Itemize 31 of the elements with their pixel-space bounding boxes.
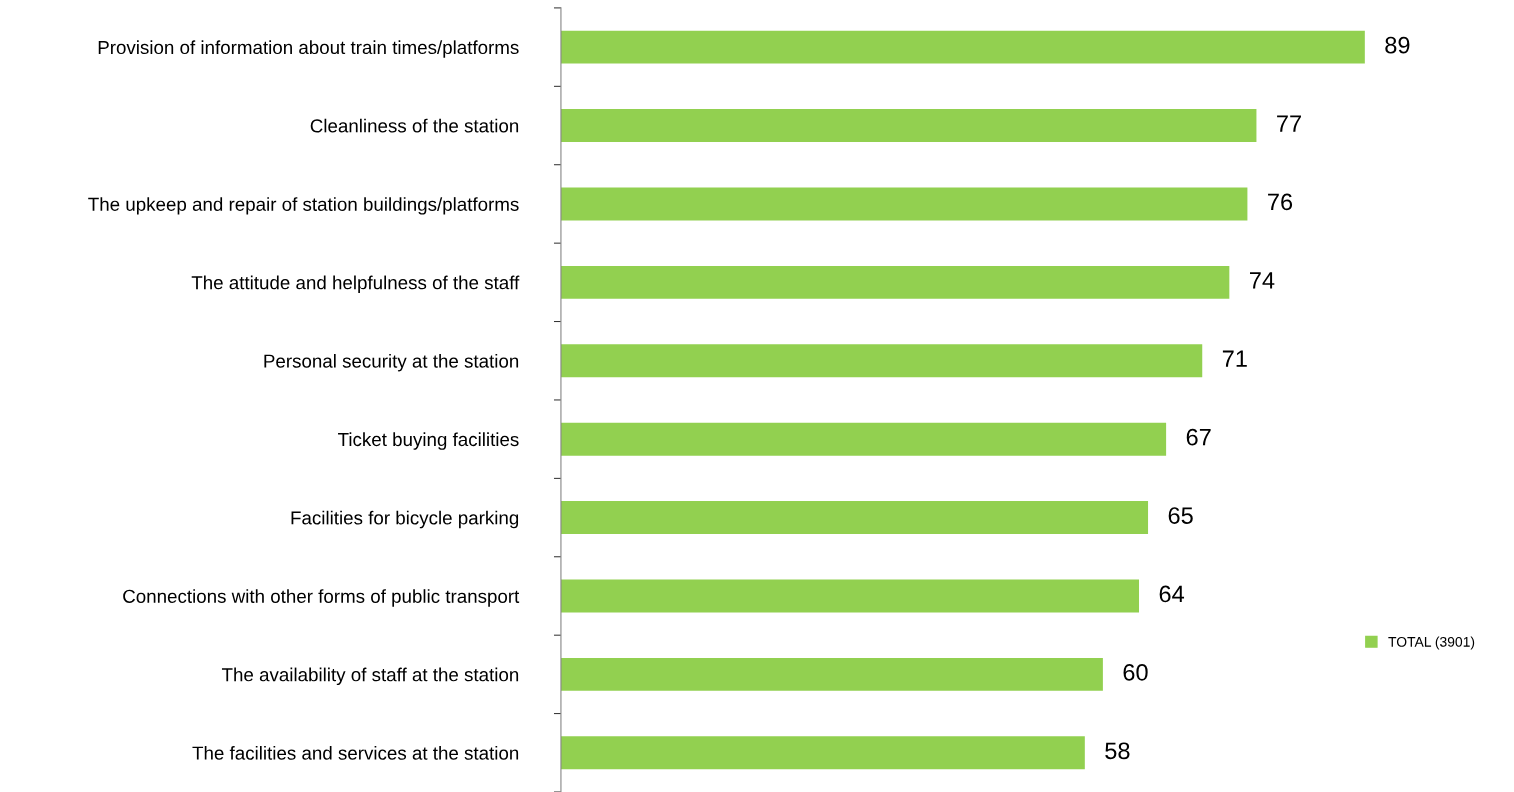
y-tick-label: The facilities and services at the station	[192, 746, 519, 760]
data-label: 77	[1277, 115, 1301, 132]
bar	[560, 657, 1103, 691]
data-label: 89	[1385, 36, 1410, 54]
data-label: 58	[1105, 742, 1130, 760]
data-label: 74	[1250, 272, 1275, 289]
y-tick-label: The upkeep and repair of station buildings/platforms	[88, 197, 519, 215]
y-tick-label: Ticket buying facilities	[338, 432, 519, 450]
y-tick-label: The attitude and helpfulness of the staff	[191, 275, 520, 294]
bar	[560, 265, 1230, 299]
data-label: 64	[1159, 585, 1185, 603]
y-tick-label: Personal security at the station	[264, 353, 519, 372]
y-tick-label: Cleanliness of the station	[310, 118, 519, 133]
bar	[560, 187, 1248, 221]
legend-label: TOTAL (3901)	[1388, 636, 1475, 650]
y-tick-label: The availability of staff at the station	[221, 667, 519, 686]
data-label: 76	[1268, 193, 1293, 211]
y-tick-label: Facilities for bicycle parking	[291, 510, 519, 529]
bar	[560, 501, 1149, 535]
y-tick-label: Provision of information about train times/platforms	[98, 40, 519, 58]
bar	[560, 109, 1257, 142]
data-label: 71	[1222, 350, 1247, 367]
data-label: 67	[1186, 428, 1211, 446]
y-tick-label: Connections with other forms of public transport	[123, 589, 520, 607]
bar	[560, 736, 1085, 770]
data-label: 65	[1168, 507, 1193, 524]
data-label: 60	[1123, 664, 1148, 681]
bar	[560, 422, 1167, 456]
bar	[560, 344, 1203, 378]
bar	[560, 30, 1365, 64]
bar	[560, 579, 1140, 613]
